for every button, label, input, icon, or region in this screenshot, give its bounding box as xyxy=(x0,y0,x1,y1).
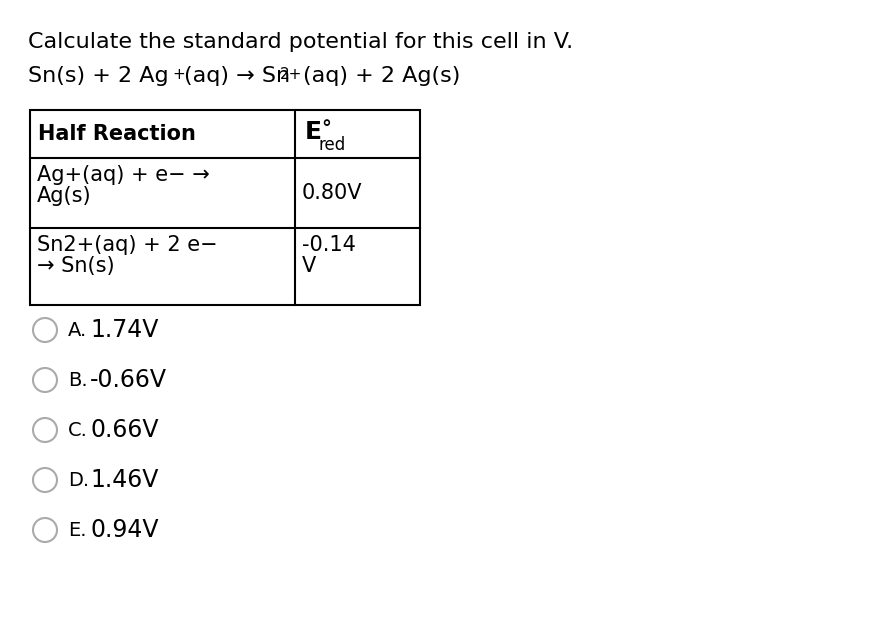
Text: 1.74V: 1.74V xyxy=(90,318,159,342)
Text: Calculate the standard potential for this cell in V.: Calculate the standard potential for thi… xyxy=(28,32,573,52)
Text: D.: D. xyxy=(68,471,89,490)
Text: Ag+(aq) + e− →: Ag+(aq) + e− → xyxy=(37,165,210,185)
Text: 0.94V: 0.94V xyxy=(90,518,159,542)
Text: (aq) + 2 Ag(s): (aq) + 2 Ag(s) xyxy=(303,66,461,86)
Text: Sn(s) + 2 Ag: Sn(s) + 2 Ag xyxy=(28,66,168,86)
Bar xyxy=(30,110,420,305)
Text: -0.14: -0.14 xyxy=(302,235,356,255)
Text: °: ° xyxy=(321,119,331,138)
Text: V: V xyxy=(302,256,316,276)
Text: Half Reaction: Half Reaction xyxy=(38,124,196,144)
Text: -0.66V: -0.66V xyxy=(90,368,167,392)
Text: 2+: 2+ xyxy=(280,67,302,82)
Text: Ag(s): Ag(s) xyxy=(37,186,91,206)
Text: B.: B. xyxy=(68,370,88,389)
Text: red: red xyxy=(319,136,346,154)
Text: 0.66V: 0.66V xyxy=(90,418,159,442)
Text: 0.80V: 0.80V xyxy=(302,183,363,203)
Text: Sn2+(aq) + 2 e−: Sn2+(aq) + 2 e− xyxy=(37,235,218,255)
Text: (aq) → Sn: (aq) → Sn xyxy=(184,66,290,86)
Text: E: E xyxy=(305,120,322,144)
Text: E.: E. xyxy=(68,521,87,540)
Text: C.: C. xyxy=(68,420,88,439)
Text: → Sn(s): → Sn(s) xyxy=(37,256,115,276)
Text: 1.46V: 1.46V xyxy=(90,468,159,492)
Text: A.: A. xyxy=(68,321,87,340)
Text: +: + xyxy=(172,67,185,82)
